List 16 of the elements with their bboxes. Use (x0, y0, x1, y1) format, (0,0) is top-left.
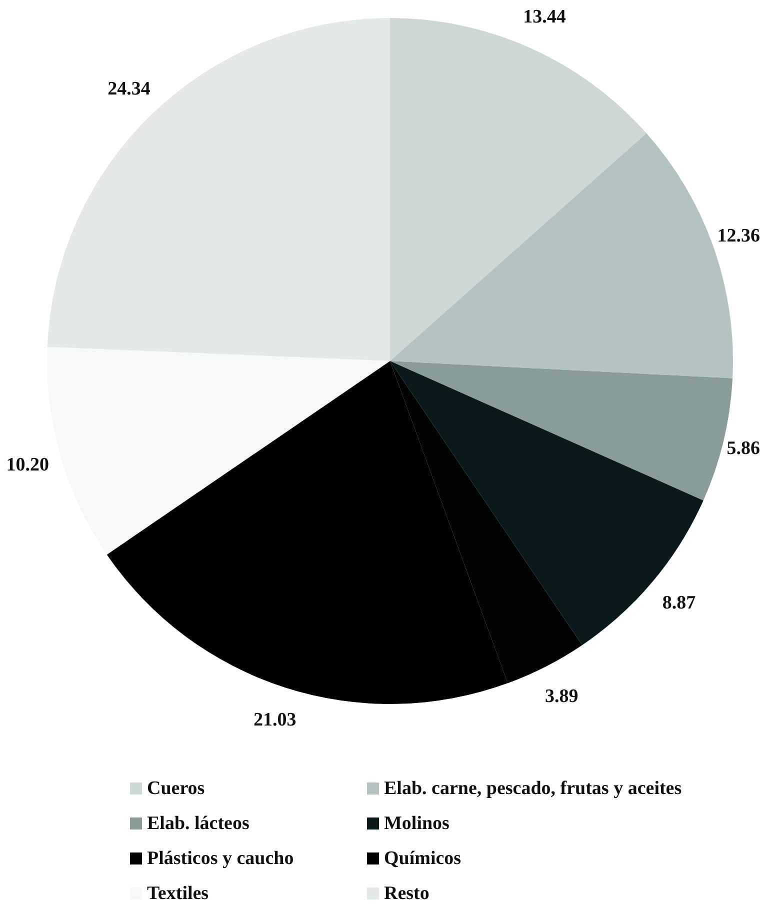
legend-label: Cueros (147, 778, 205, 799)
data-label: 24.34 (108, 78, 151, 100)
legend-label: Molinos (384, 813, 450, 834)
legend-label: Plásticos y caucho (147, 848, 294, 869)
legend-label: Elab. lácteos (147, 813, 250, 834)
legend-label: Resto (384, 883, 430, 904)
data-label: 13.44 (523, 6, 566, 28)
legend-label: Químicos (384, 848, 462, 869)
data-label: 21.03 (253, 709, 296, 730)
legend-label: Elab. carne, pescado, frutas y aceites (384, 778, 682, 799)
legend-label: Textiles (147, 883, 209, 904)
data-label: 12.36 (717, 226, 760, 247)
data-label: 10.20 (6, 454, 49, 476)
data-label: 8.87 (662, 592, 696, 614)
data-label: 3.89 (544, 686, 578, 708)
data-label: 5.86 (726, 438, 760, 460)
